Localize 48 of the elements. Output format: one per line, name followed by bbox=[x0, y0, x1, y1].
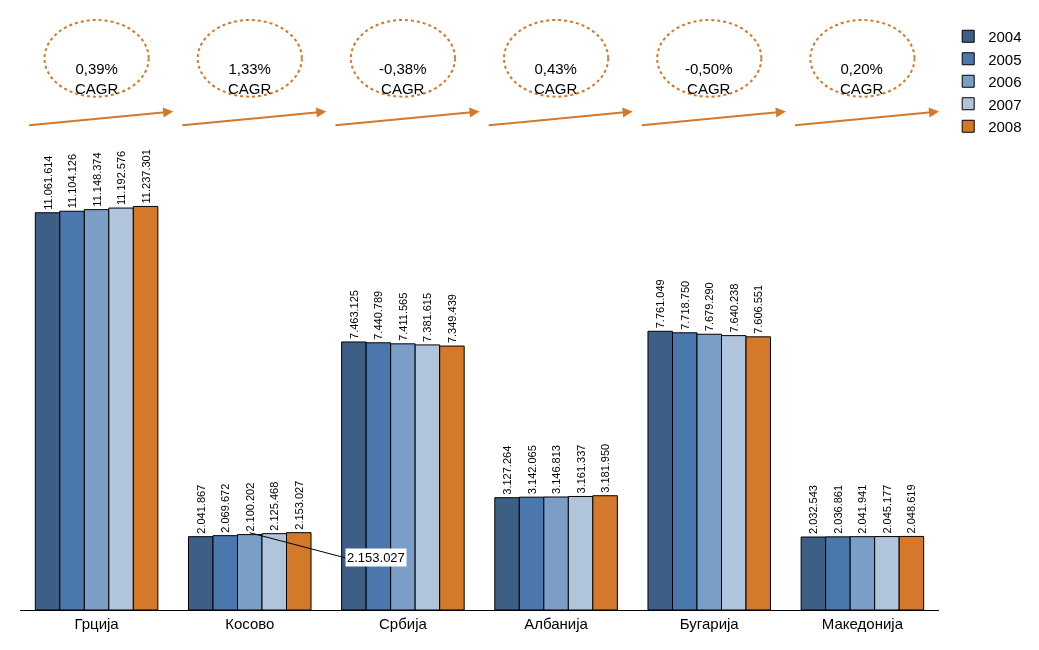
text: -0,50% CAGR bbox=[685, 60, 733, 97]
annotation: 2.153.027 bbox=[347, 550, 405, 565]
data-label: 7.440.789 bbox=[372, 290, 385, 340]
data-label: 3.181.950 bbox=[599, 443, 612, 493]
x-tick-label: Албанија bbox=[524, 615, 589, 632]
x-tick-label: Србија bbox=[379, 615, 428, 632]
data-label: 2.048.619 bbox=[905, 484, 918, 534]
data-label: 3.146.813 bbox=[550, 445, 563, 494]
legend-label: 2006 bbox=[988, 73, 1022, 91]
data-label: 7.640.238 bbox=[727, 283, 740, 333]
data-label: 2.153.027 bbox=[292, 480, 305, 530]
data-label: 7.606.551 bbox=[752, 284, 765, 334]
data-label: 2.045.177 bbox=[880, 484, 893, 534]
data-label: 11.192.576 bbox=[115, 150, 128, 206]
data-label: 3.142.065 bbox=[525, 445, 538, 495]
data-label: 2.100.202 bbox=[243, 482, 256, 532]
legend-label: 2004 bbox=[988, 28, 1022, 46]
data-label: 7.679.290 bbox=[703, 282, 716, 332]
data-label: 3.127.264 bbox=[501, 445, 514, 495]
data-label: 7.463.125 bbox=[347, 290, 360, 339]
text: 1,33% CAGR bbox=[228, 60, 272, 97]
x-tick-label: Бугарија bbox=[679, 615, 740, 632]
data-label: 2.041.941 bbox=[856, 484, 869, 534]
text: 0,20% CAGR bbox=[840, 60, 884, 97]
x-tick-label: Грција bbox=[74, 615, 120, 632]
x-tick-label: Косово bbox=[225, 615, 275, 632]
data-label: 2.032.543 bbox=[807, 485, 820, 535]
legend-label: 2007 bbox=[988, 95, 1022, 113]
data-label: 7.761.049 bbox=[654, 279, 667, 329]
data-label: 7.349.439 bbox=[445, 294, 458, 344]
data-label: 2.041.867 bbox=[194, 484, 207, 534]
data-label: 11.104.126 bbox=[66, 153, 79, 209]
data-label: 11.237.301 bbox=[139, 149, 152, 204]
data-label: 7.718.750 bbox=[678, 280, 691, 330]
data-label: 11.148.374 bbox=[90, 152, 103, 207]
data-label: 7.411.565 bbox=[396, 292, 409, 341]
text: 0,39% CAGR bbox=[75, 60, 119, 97]
data-label: 7.381.615 bbox=[421, 292, 434, 342]
data-label: 3.161.337 bbox=[574, 444, 587, 494]
data-label: 11.061.614 bbox=[41, 155, 54, 210]
text: 0,43% CAGR bbox=[534, 60, 578, 97]
data-label: 2.125.468 bbox=[268, 481, 281, 531]
text: -0,38% CAGR bbox=[379, 60, 427, 97]
legend-label: 2005 bbox=[988, 50, 1022, 68]
legend-label: 2008 bbox=[988, 118, 1022, 136]
x-tick-label: Македонија bbox=[821, 615, 904, 632]
data-label: 2.069.672 bbox=[219, 483, 232, 533]
data-label: 2.036.861 bbox=[831, 484, 844, 534]
